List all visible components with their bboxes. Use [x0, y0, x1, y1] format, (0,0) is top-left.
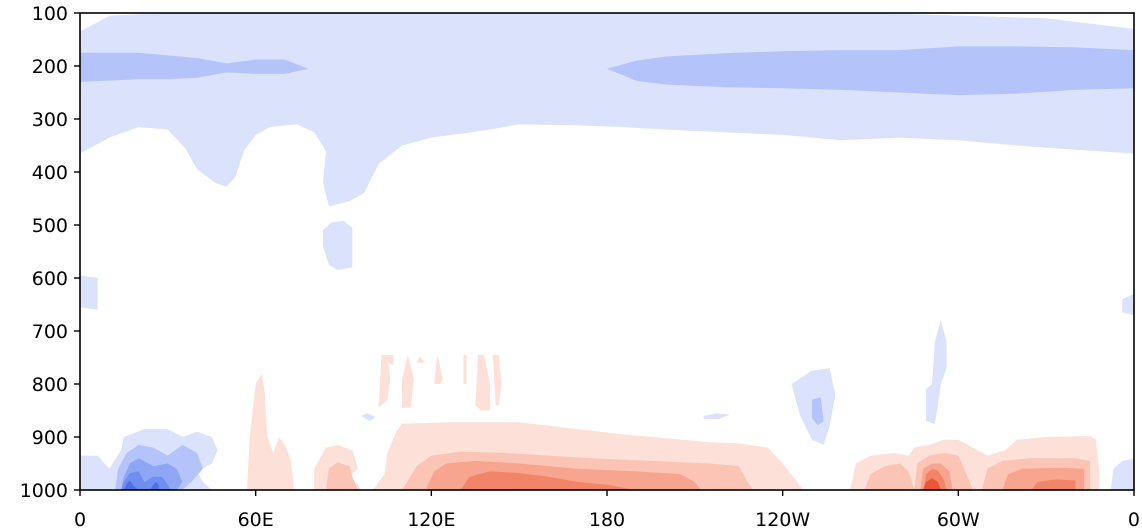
contour-region-pos1 [463, 354, 467, 384]
contour-region-neg1 [703, 413, 730, 419]
x-tick-label: 60E [238, 509, 274, 529]
contour-region-neg1 [926, 320, 947, 424]
contour-region-pos1 [416, 356, 426, 363]
contour-region-pos1 [384, 354, 394, 366]
contour-region-neg2 [607, 46, 1134, 96]
contour-fills [80, 13, 1134, 490]
contour-region-neg5 [150, 482, 160, 490]
contour-region-neg2 [811, 397, 824, 426]
contour-region-pos4 [460, 471, 637, 490]
x-tick-label: 120E [407, 509, 455, 529]
y-tick-label: 400 [32, 162, 68, 184]
y-tick-label: 200 [32, 56, 68, 78]
y-tick-label: 300 [32, 109, 68, 131]
y-tick-label: 100 [32, 3, 68, 25]
y-tick-label: 500 [32, 215, 68, 237]
contour-region-neg1 [1110, 458, 1134, 490]
contour-region-pos2 [325, 462, 359, 490]
contour-region-pos1 [434, 354, 443, 384]
x-tick-label: 60W [937, 509, 980, 529]
y-axis: 100 200 300 400 500 600 700 800 900 1000 [20, 3, 80, 502]
contour-region-neg1 [1122, 293, 1134, 316]
contour-region-pos5 [923, 478, 941, 490]
x-tick-label: 0 [74, 509, 86, 529]
contour-region-pos1 [378, 354, 391, 408]
contour-region-neg5 [123, 480, 139, 490]
y-tick-label: 900 [32, 427, 68, 449]
y-tick-label: 700 [32, 321, 68, 343]
contour-region-neg1 [80, 275, 98, 310]
x-tick-label: 0 [1128, 509, 1140, 529]
y-tick-label: 800 [32, 374, 68, 396]
y-tick-label: 600 [32, 268, 68, 290]
contour-region-pos1 [246, 373, 294, 490]
contour-region-pos1 [492, 354, 502, 406]
contour-region-pos2 [864, 463, 915, 490]
contour-region-neg1 [323, 220, 353, 271]
contour-region-neg1 [361, 413, 376, 422]
y-tick-label: 1000 [20, 480, 68, 502]
contour-region-pos1 [402, 354, 414, 408]
contour-region-pos1 [475, 354, 490, 411]
contour-region-pos4 [1031, 479, 1076, 490]
x-tick-label: 180 [589, 509, 625, 529]
x-tick-label: 120W [755, 509, 810, 529]
x-axis: 0 60E 120E 180 120W 60W 0 [74, 490, 1140, 529]
contour-region-neg2 [80, 52, 309, 82]
